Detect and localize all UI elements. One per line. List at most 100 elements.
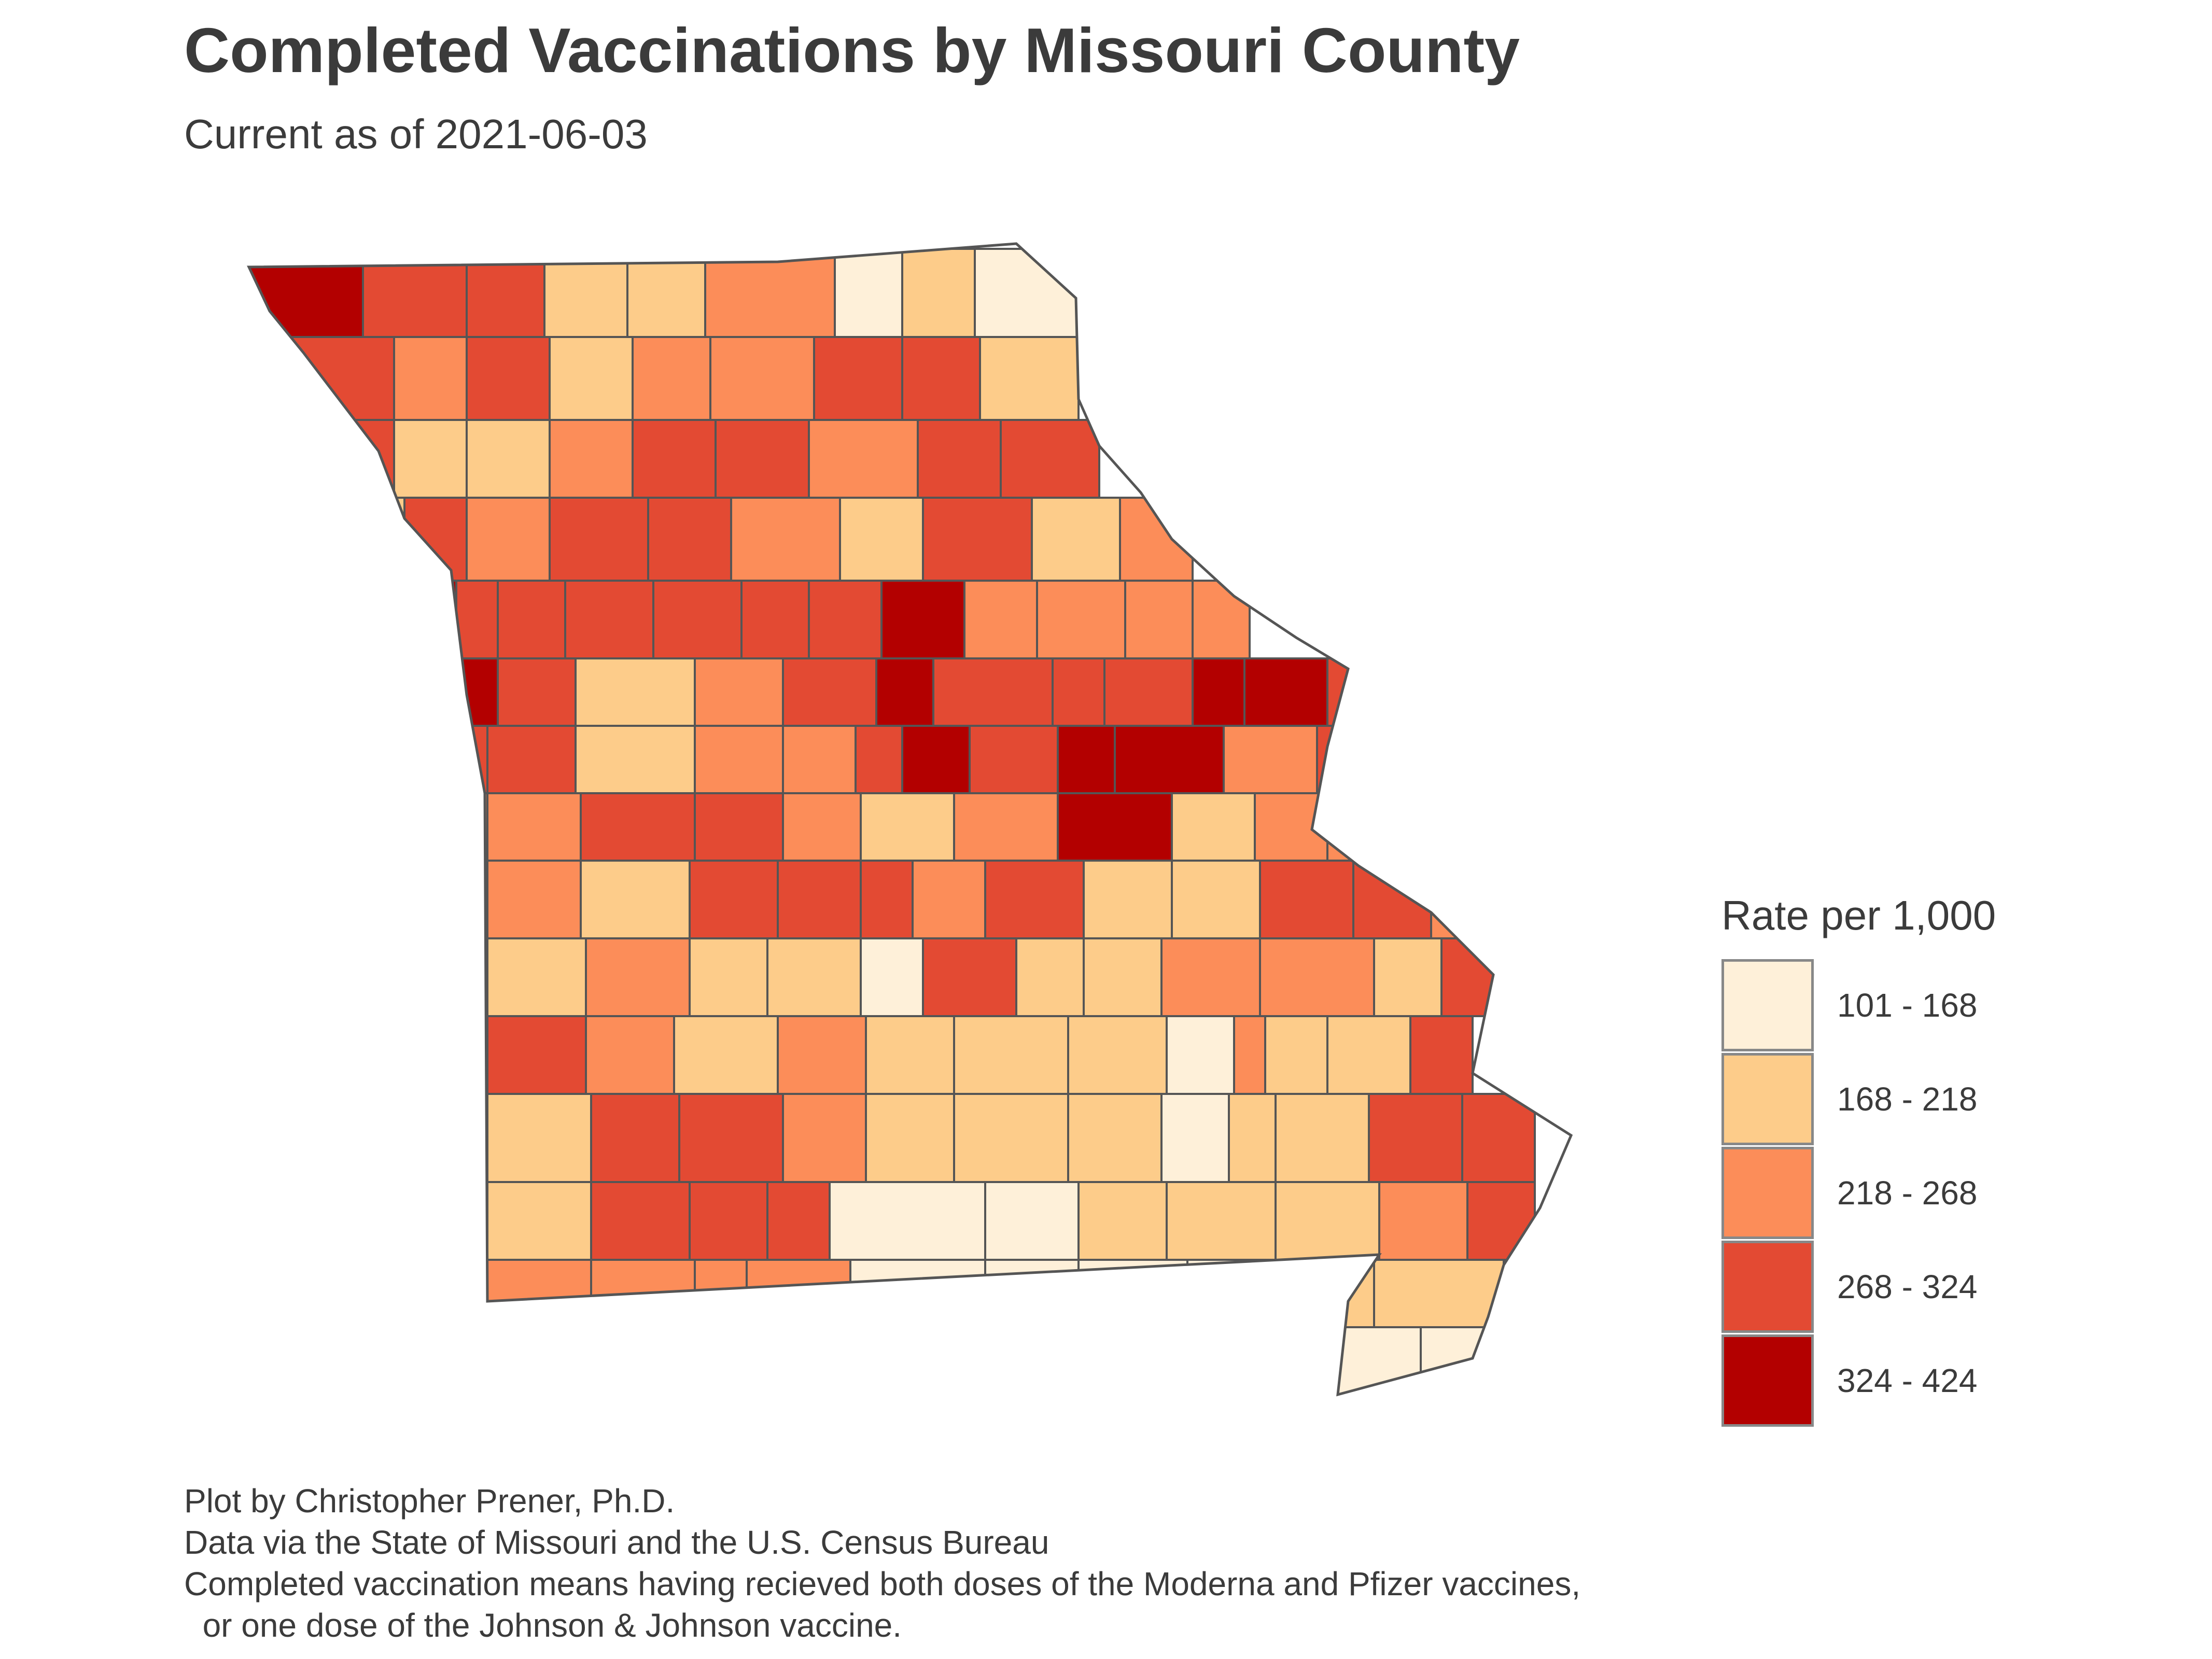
county-polygon	[1000, 419, 1100, 499]
county-polygon	[689, 1181, 768, 1261]
county-polygon	[1031, 497, 1121, 582]
county-polygon	[782, 792, 862, 862]
county-polygon	[580, 792, 696, 862]
county-polygon	[880, 580, 965, 659]
county-polygon	[1124, 580, 1194, 659]
county-polygon	[849, 1259, 986, 1328]
county-polygon	[1077, 1181, 1168, 1261]
county-polygon	[901, 248, 976, 338]
county-polygon	[922, 937, 1017, 1017]
county-polygon	[1052, 657, 1105, 727]
county-polygon	[1430, 860, 1505, 939]
county-polygon	[963, 580, 1038, 659]
county-polygon	[393, 419, 468, 499]
legend-item: 218 - 268	[1721, 1146, 1996, 1240]
county-polygon	[766, 937, 862, 1017]
county-polygon	[746, 1259, 851, 1328]
county-polygon	[393, 336, 468, 421]
county-polygon	[953, 1015, 1069, 1095]
legend-label: 101 - 168	[1837, 986, 1978, 1024]
county-polygon	[1223, 725, 1318, 794]
county-polygon	[590, 1181, 691, 1261]
county-polygon	[834, 248, 903, 338]
county-polygon	[403, 497, 468, 582]
county-polygon	[1378, 1181, 1468, 1261]
county-polygon	[1373, 1259, 1505, 1328]
county-polygon	[694, 725, 784, 794]
county-polygon	[249, 1015, 488, 1095]
county-polygon	[777, 1015, 867, 1095]
county-polygon	[486, 792, 582, 862]
county-polygon	[1057, 725, 1116, 794]
county-polygon	[782, 725, 857, 794]
county-polygon	[1290, 1259, 1375, 1328]
map-title: Completed Vaccinations by Missouri Count…	[184, 15, 1520, 86]
legend-item: 268 - 324	[1721, 1240, 1996, 1333]
county-polygon	[1166, 1181, 1277, 1261]
county-polygon	[730, 497, 841, 582]
county-polygon	[497, 657, 577, 727]
county-polygon	[1326, 1015, 1411, 1095]
county-polygon	[1015, 937, 1085, 1017]
county-polygon	[808, 580, 883, 659]
county-polygon	[486, 725, 577, 794]
legend-swatch	[1721, 1240, 1814, 1333]
county-polygon	[249, 419, 395, 499]
county-polygon	[689, 937, 768, 1017]
county-polygon	[486, 860, 582, 939]
county-polygon	[1083, 937, 1163, 1017]
county-polygon	[715, 419, 810, 499]
county-polygon	[740, 580, 810, 659]
county-polygon	[1233, 1015, 1266, 1095]
map-subtitle: Current as of 2021-06-03	[184, 111, 648, 157]
legend-swatch	[1721, 959, 1814, 1051]
county-polygon	[860, 860, 914, 939]
county-polygon	[1275, 1181, 1380, 1261]
county-polygon	[1466, 1181, 1536, 1261]
state-outline	[247, 242, 1573, 1397]
county-polygon	[549, 336, 634, 421]
county-polygon	[969, 725, 1059, 794]
county-polygon	[1326, 657, 1401, 727]
caption-line: Data via the State of Missouri and the U…	[184, 1524, 1049, 1561]
county-polygon	[1186, 1259, 1292, 1328]
county-polygon	[486, 1015, 587, 1095]
legend-label: 324 - 424	[1837, 1361, 1978, 1399]
county-polygon	[486, 1181, 592, 1261]
county-polygon	[249, 1093, 488, 1183]
county-polygon	[1264, 1015, 1328, 1095]
county-polygon	[1067, 1015, 1168, 1095]
county-polygon	[249, 725, 488, 794]
county-polygon	[1067, 1093, 1163, 1183]
legend-swatch	[1721, 1146, 1814, 1239]
county-polygon	[1368, 1093, 1463, 1183]
county-polygon	[1036, 580, 1126, 659]
county-polygon	[1259, 937, 1375, 1017]
county-polygon	[580, 860, 691, 939]
county-polygon	[694, 792, 784, 862]
legend-label: 268 - 324	[1837, 1268, 1978, 1305]
county-polygon	[1440, 937, 1505, 1017]
county-polygon	[782, 657, 877, 727]
county-polygon	[1352, 860, 1432, 939]
county-polygon	[865, 1093, 955, 1183]
county-polygon	[813, 336, 903, 421]
county-polygon	[689, 860, 779, 939]
county-polygon	[647, 497, 732, 582]
county-polygon	[673, 1015, 779, 1095]
county-polygon	[694, 657, 784, 727]
caption-line: Completed vaccination means having recie…	[184, 1565, 1581, 1602]
county-polygon	[632, 336, 711, 421]
county-polygon	[855, 725, 903, 794]
county-polygon	[249, 937, 488, 1017]
county-polygon	[249, 1259, 488, 1328]
county-polygon	[1083, 860, 1173, 939]
county-polygon	[1103, 657, 1194, 727]
county-polygon	[249, 657, 499, 727]
county-polygon	[932, 657, 1054, 727]
legend-item: 168 - 218	[1721, 1052, 1996, 1146]
county-polygon	[1275, 1093, 1370, 1183]
county-polygon	[549, 497, 649, 582]
county-polygon	[249, 792, 488, 862]
legend-title: Rate per 1,000	[1721, 892, 1996, 938]
